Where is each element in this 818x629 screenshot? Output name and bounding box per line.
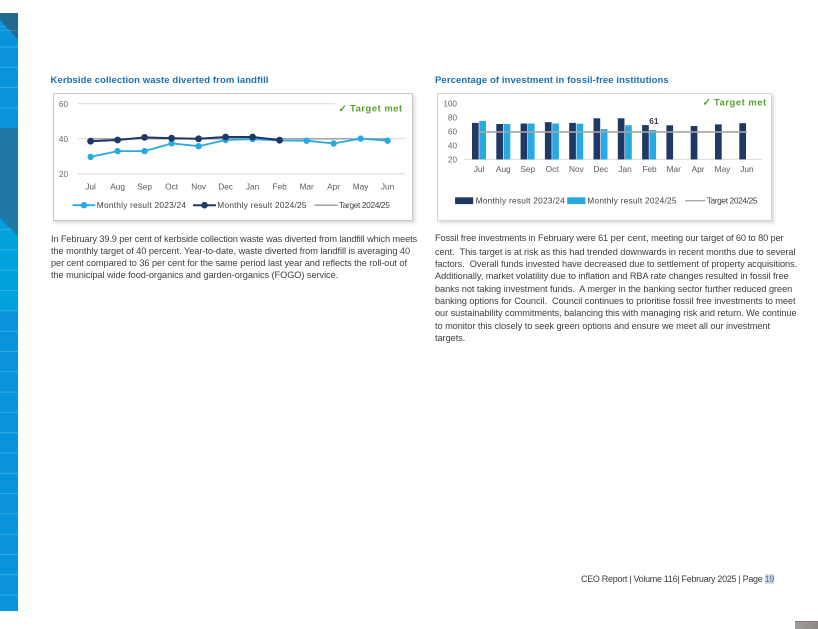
svg-text:Oct: Oct: [165, 182, 179, 192]
svg-text:40: 40: [448, 142, 458, 151]
svg-text:Feb: Feb: [642, 164, 657, 174]
svg-text:40: 40: [59, 135, 69, 144]
svg-text:Jun: Jun: [381, 182, 395, 192]
svg-text:Apr: Apr: [692, 164, 705, 174]
svg-text:Dec: Dec: [218, 182, 233, 192]
svg-text:61: 61: [649, 116, 659, 126]
svg-text:Jul: Jul: [474, 164, 485, 174]
svg-text:Feb: Feb: [272, 182, 287, 192]
svg-text:Target met: Target met: [714, 97, 767, 108]
svg-text:Sep: Sep: [520, 164, 535, 174]
svg-text:Target 2024/25: Target 2024/25: [707, 196, 758, 206]
svg-text:Monthly result 2023/24: Monthly result 2023/24: [97, 200, 187, 210]
svg-text:Monthly result 2024/25: Monthly result 2024/25: [587, 196, 677, 206]
svg-text:Oct: Oct: [546, 164, 560, 174]
svg-text:Target 2024/25: Target 2024/25: [339, 200, 390, 210]
svg-text:100: 100: [443, 100, 457, 109]
svg-text:Target met: Target met: [350, 103, 403, 114]
svg-text:Jan: Jan: [246, 182, 260, 192]
svg-text:May: May: [715, 164, 732, 174]
svg-text:60: 60: [59, 100, 69, 109]
svg-text:Nov: Nov: [569, 164, 585, 174]
svg-text:Sep: Sep: [137, 182, 152, 192]
svg-text:✓: ✓: [703, 98, 711, 109]
svg-text:Jul: Jul: [85, 182, 96, 192]
svg-text:60: 60: [448, 128, 458, 137]
svg-text:May: May: [353, 182, 370, 192]
svg-text:Jan: Jan: [618, 164, 632, 174]
svg-text:20: 20: [448, 155, 458, 164]
svg-text:Aug: Aug: [110, 182, 125, 192]
svg-text:Mar: Mar: [299, 182, 314, 192]
svg-text:✓: ✓: [339, 104, 347, 115]
svg-text:20: 20: [59, 170, 69, 179]
svg-text:Aug: Aug: [496, 164, 511, 174]
svg-text:Apr: Apr: [327, 182, 340, 192]
svg-text:80: 80: [448, 114, 458, 123]
svg-text:Dec: Dec: [593, 164, 608, 174]
svg-text:Monthly result 2023/24: Monthly result 2023/24: [476, 196, 566, 206]
svg-text:Mar: Mar: [667, 164, 682, 174]
svg-text:Nov: Nov: [191, 182, 207, 192]
svg-text:Jun: Jun: [740, 164, 754, 174]
svg-text:Monthly result 2024/25: Monthly result 2024/25: [217, 200, 307, 210]
